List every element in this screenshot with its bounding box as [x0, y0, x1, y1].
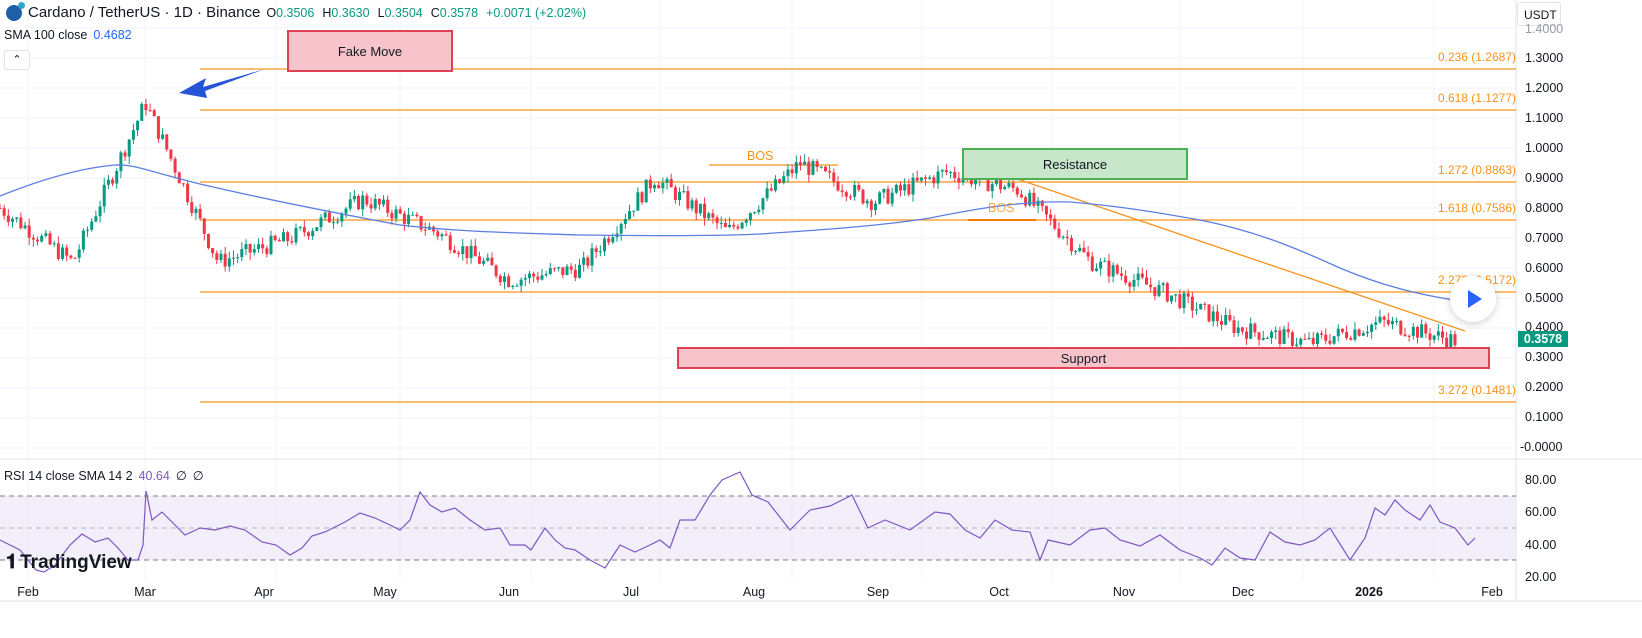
rsi-tick: 60.00 [1525, 505, 1557, 519]
time-tick: Feb [1481, 585, 1503, 599]
price-tick: 1.1000 [1525, 111, 1564, 125]
sma-label: SMA 100 close [4, 28, 88, 42]
low-label: L [377, 5, 385, 20]
price-tick: 0.2000 [1525, 380, 1564, 394]
descending-trendline[interactable] [969, 162, 1466, 332]
cardano-icon [6, 1, 25, 21]
change-value: +0.0071 (+2.02%) [486, 5, 587, 20]
rsi-line[interactable] [0, 471, 1476, 573]
price-grid [0, 27, 1515, 449]
time-tick: Jul [623, 585, 639, 599]
logo-text: TradingView [20, 551, 132, 573]
rsi-na-1: ∅ [175, 469, 187, 483]
chevron-up-icon: ⌃ [12, 54, 22, 66]
sma-100-line[interactable] [0, 164, 1476, 304]
low-value: 0.3504 [384, 5, 423, 20]
close-label: C [430, 5, 440, 20]
fib-label: 3.272 (0.1481) [1437, 383, 1516, 397]
high-value: 0.3630 [331, 5, 370, 20]
collapse-legend-button[interactable]: ⌃ [4, 50, 30, 70]
sma-value: 0.4682 [93, 28, 132, 42]
time-tick: Sep [866, 585, 890, 599]
time-tick: Feb [17, 585, 39, 599]
sma-legend[interactable]: SMA 100 close 0.4682 [4, 28, 132, 42]
rsi-label: RSI 14 close SMA 14 2 [4, 469, 133, 483]
price-tick: 0.3000 [1525, 350, 1564, 364]
rsi-tick: 80.00 [1525, 473, 1557, 487]
bos-label-2[interactable]: BOS [988, 201, 1015, 215]
close-value: 0.3578 [439, 5, 479, 20]
price-tick: 0.7000 [1525, 231, 1564, 245]
resistance-zone[interactable]: Resistance [962, 148, 1188, 180]
price-tick: 0.1000 [1525, 410, 1564, 424]
price-tick: 0.9000 [1525, 171, 1564, 185]
fib-label: 0.236 (1.2687) [1437, 50, 1516, 64]
candlestick-series[interactable] [0, 98, 1457, 354]
rsi-tick: 40.00 [1525, 538, 1557, 552]
time-tick: Aug [742, 585, 766, 599]
time-tick: Dec [1231, 585, 1255, 599]
rsi-legend[interactable]: RSI 14 close SMA 14 2 40.64 ∅ ∅ [4, 468, 204, 483]
time-tick: Jun [498, 585, 520, 599]
play-button[interactable] [1450, 276, 1496, 322]
price-tick: 0.8000 [1525, 201, 1564, 215]
fib-label: 1.618 (0.7586) [1437, 201, 1516, 215]
fake-move-arrow-icon[interactable] [179, 69, 265, 98]
open-label: O [266, 5, 277, 20]
price-tick: 0.6000 [1525, 261, 1564, 275]
high-label: H [322, 5, 332, 20]
price-tick: 1.0000 [1525, 141, 1564, 155]
bos-label-1[interactable]: BOS [747, 149, 774, 163]
rsi-na-2: ∅ [192, 469, 204, 483]
time-tick: Apr [254, 585, 274, 599]
fib-label: 0.618 (1.1277) [1437, 91, 1516, 105]
last-price-label: 0.3578 [1518, 331, 1568, 347]
time-tick: Mar [134, 585, 156, 599]
currency-button[interactable]: USDT [1517, 2, 1561, 26]
price-tick: 1.4000 [1525, 22, 1564, 36]
rsi-value: 40.64 [138, 469, 170, 483]
symbol-legend[interactable]: Cardano / TetherUS · 1D · Binance O0.350… [6, 1, 586, 21]
time-tick: Oct [989, 585, 1009, 599]
time-tick: May [373, 585, 397, 599]
price-tick: -0.0000 [1520, 440, 1563, 454]
tradingview-logo[interactable]: 𝟏 TradingView [6, 551, 132, 574]
fake-move-box[interactable]: Fake Move [287, 30, 453, 72]
price-tick: 0.5000 [1525, 291, 1564, 305]
open-value: 0.3506 [276, 5, 315, 20]
support-zone[interactable]: Support [677, 347, 1490, 369]
price-tick: 1.2000 [1525, 81, 1564, 95]
price-tick: 0.4000 [1525, 320, 1564, 334]
time-tick: 2026 [1355, 585, 1383, 599]
symbol-title[interactable]: Cardano / TetherUS · 1D · Binance [28, 4, 261, 21]
rsi-levels [0, 495, 1516, 561]
time-tick: Nov [1112, 585, 1136, 599]
fib-label: 1.272 (0.8863) [1437, 163, 1516, 177]
time-grid [27, 0, 1435, 580]
tradingview-logo-icon: 𝟏 [6, 551, 17, 573]
price-tick: 1.3000 [1525, 51, 1564, 65]
ohlc-values: O0.3506 H0.3630 L0.3504 C0.3578 +0.0071 … [266, 6, 586, 20]
rsi-tick: 20.00 [1525, 570, 1557, 584]
